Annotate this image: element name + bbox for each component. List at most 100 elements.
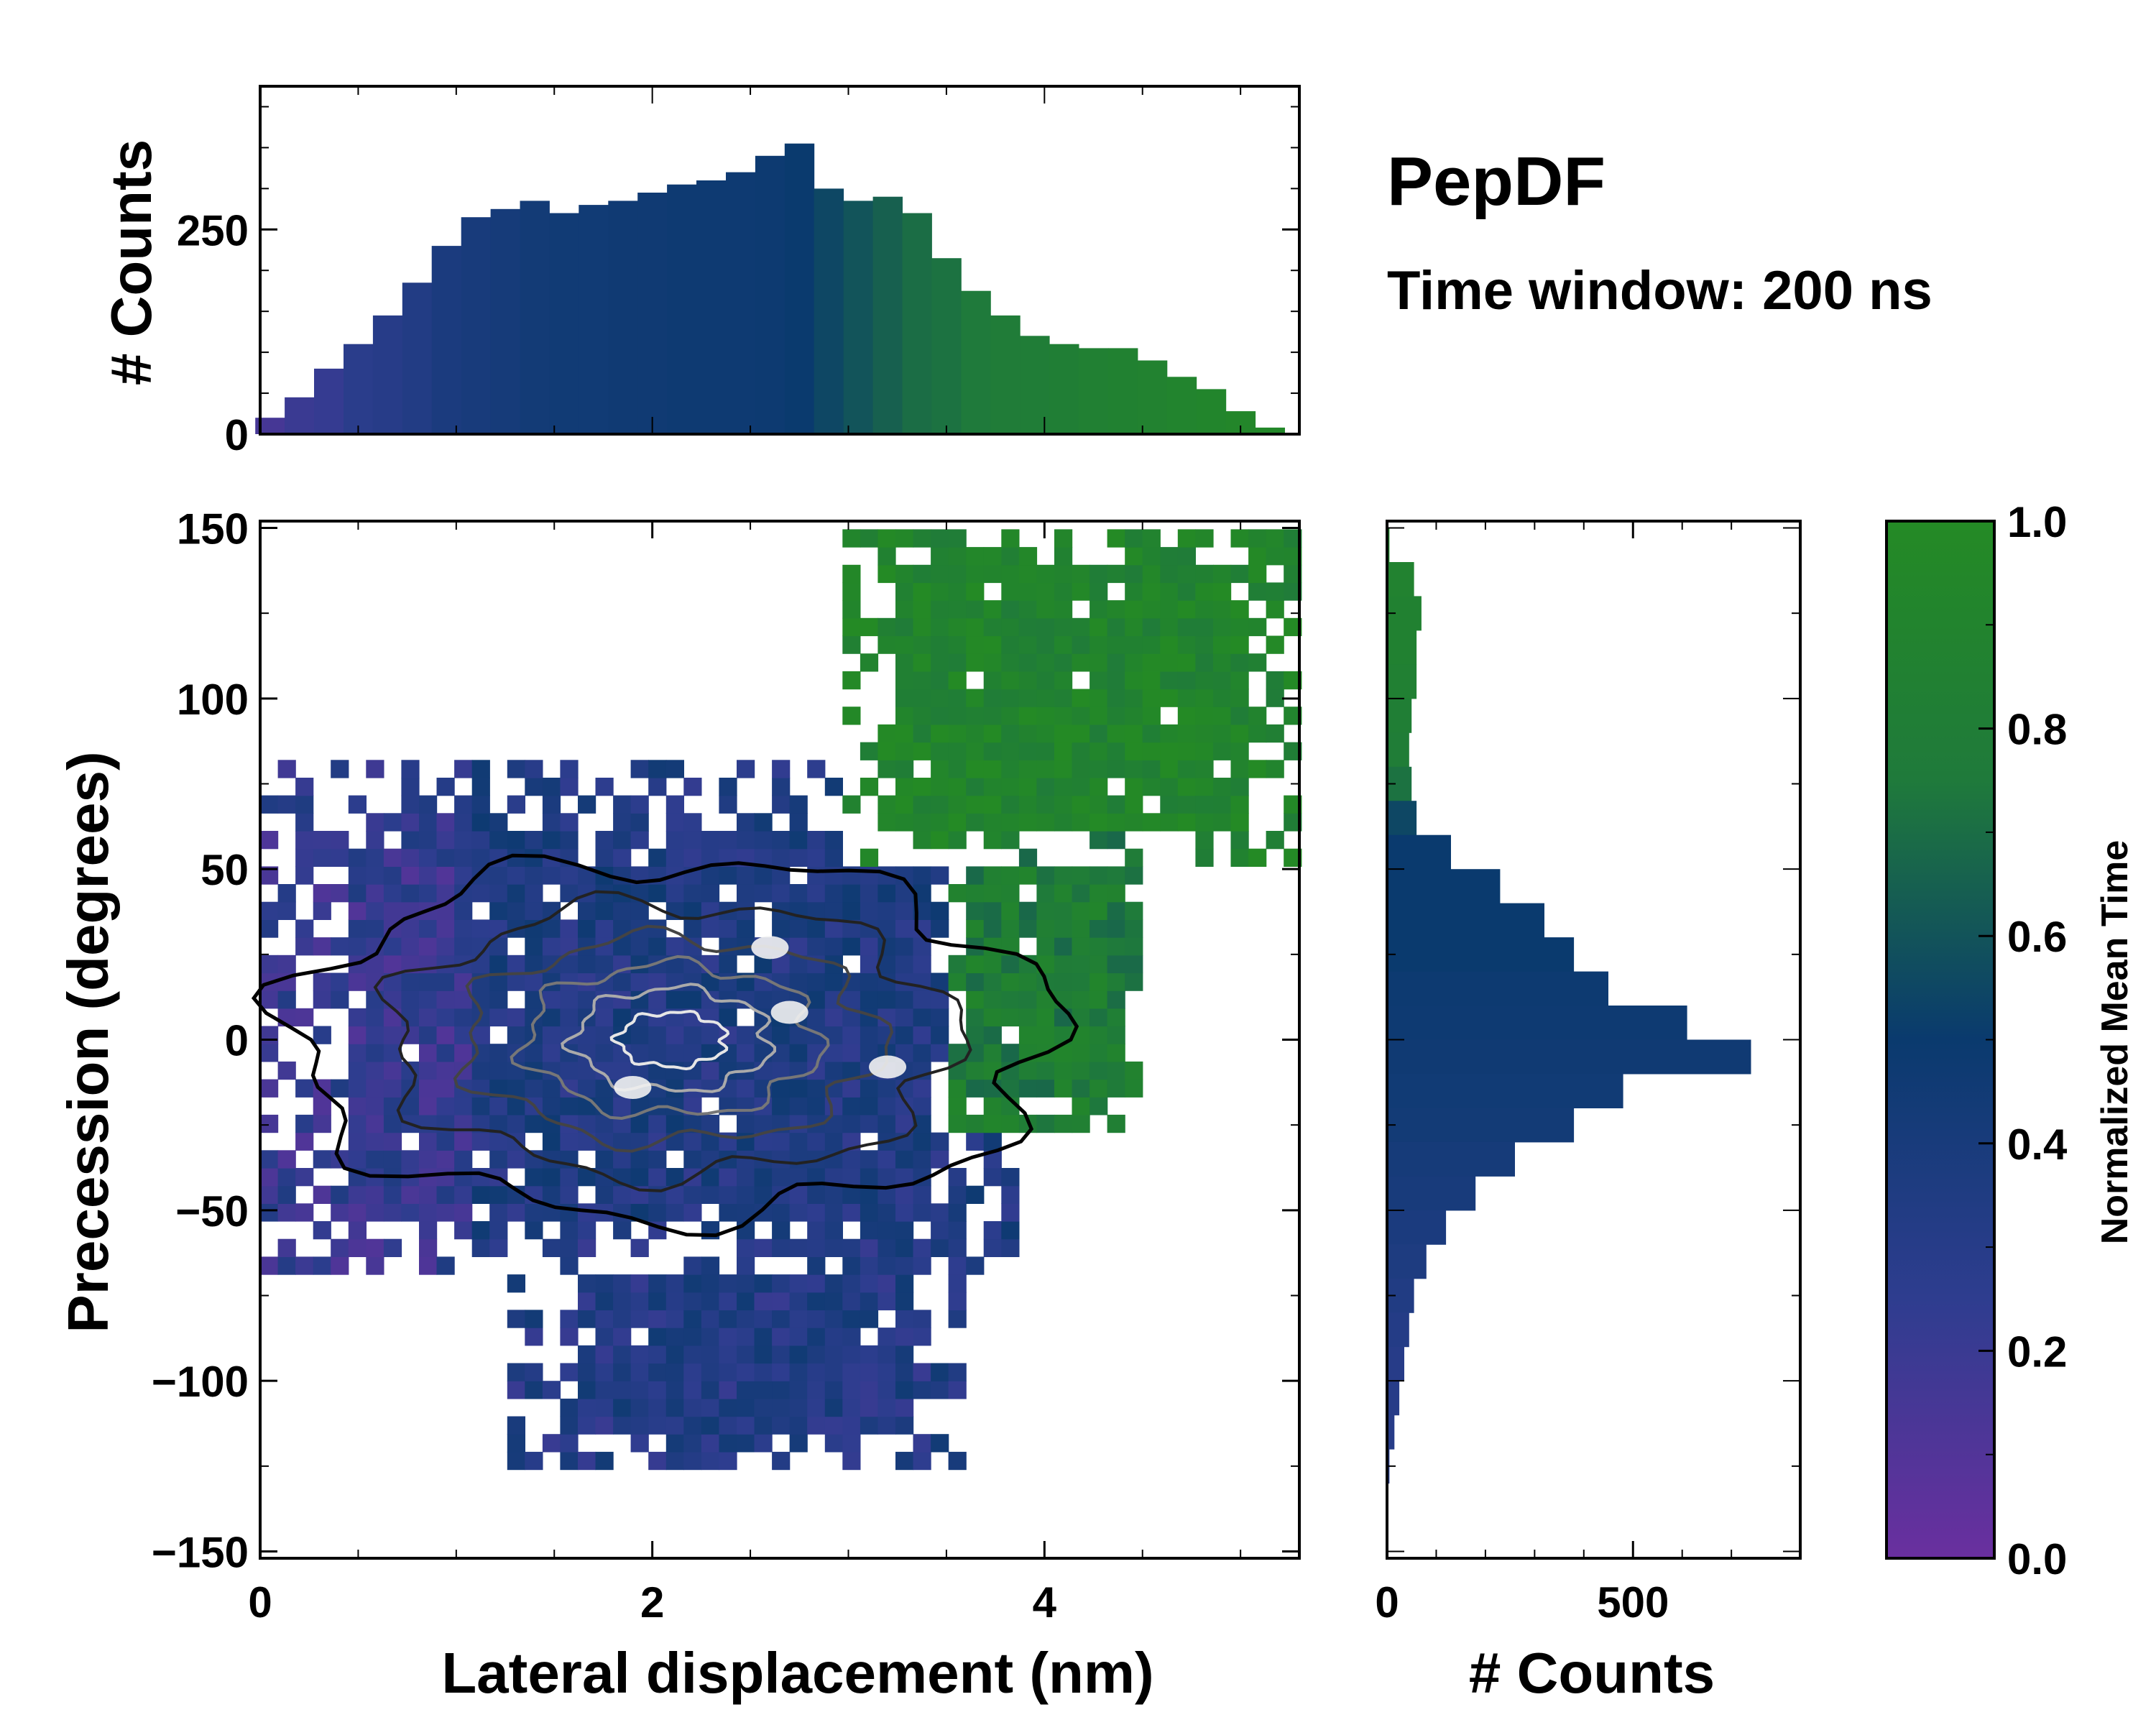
heatmap-cell xyxy=(966,919,985,938)
heatmap-cell xyxy=(436,937,455,956)
heatmap-cell xyxy=(1054,972,1073,991)
heatmap-cell xyxy=(1072,1061,1090,1080)
heatmap-cell xyxy=(595,1345,614,1364)
heatmap-cell xyxy=(1142,742,1161,760)
heatmap-cell xyxy=(260,954,279,974)
heatmap-cell xyxy=(842,1310,861,1328)
heatmap-cell xyxy=(807,1310,826,1328)
heatmap-cell xyxy=(348,1132,367,1151)
heatmap-cell xyxy=(665,990,684,1009)
heatmap-cell xyxy=(665,1398,684,1417)
top-histogram-bar xyxy=(726,172,756,434)
heatmap-cell xyxy=(295,1168,314,1187)
heatmap-cell xyxy=(789,1434,808,1453)
heatmap-cell xyxy=(1089,831,1108,850)
heatmap-cell xyxy=(1213,564,1232,584)
heatmap-cell xyxy=(913,671,931,690)
heatmap-cell xyxy=(1160,778,1179,796)
heatmap-cell xyxy=(542,1008,561,1027)
heatmap-cell xyxy=(842,671,861,690)
heatmap-cell xyxy=(489,1008,508,1027)
heatmap-cell xyxy=(948,778,967,796)
heatmap-cell xyxy=(613,848,632,867)
heatmap-cell xyxy=(931,901,949,920)
heatmap-cell xyxy=(1125,564,1143,584)
heatmap-cell xyxy=(789,1328,808,1346)
heatmap-cell xyxy=(1072,937,1090,956)
colorbar-tick-label: 0.6 xyxy=(2007,913,2067,961)
heatmap-cell xyxy=(1195,724,1214,743)
top-histogram-bar xyxy=(843,201,874,434)
heatmap-cell xyxy=(895,813,914,832)
heatmap-cell xyxy=(595,1185,614,1204)
heatmap-cell xyxy=(789,937,808,956)
heatmap-cell xyxy=(860,1292,879,1311)
heatmap-cell xyxy=(842,1150,861,1169)
heatmap-cell xyxy=(895,990,914,1009)
heatmap-cell xyxy=(1018,707,1038,725)
heatmap-cell xyxy=(630,831,649,850)
heatmap-cell xyxy=(1054,1079,1073,1098)
heatmap-cell xyxy=(842,1381,861,1399)
heatmap-cell xyxy=(1018,901,1038,920)
heatmap-cell xyxy=(1248,653,1267,672)
heatmap-cell xyxy=(595,1008,614,1027)
heatmap-cell xyxy=(260,1044,279,1062)
heatmap-cell xyxy=(648,1398,667,1417)
heatmap-cell xyxy=(824,1434,843,1453)
right-histogram-bar xyxy=(1387,1414,1395,1450)
heatmap-cell xyxy=(1177,707,1196,725)
heatmap-cell xyxy=(842,884,861,903)
heatmap-cell xyxy=(842,1114,861,1133)
heatmap-cell xyxy=(1195,795,1214,814)
heatmap-cell xyxy=(772,1345,791,1364)
heatmap-cell xyxy=(931,1008,949,1027)
heatmap-cell xyxy=(560,1328,579,1346)
heatmap-cell xyxy=(1089,937,1108,956)
heatmap-cell xyxy=(525,1381,543,1399)
heatmap-cell xyxy=(578,919,596,938)
heatmap-cell xyxy=(807,760,826,778)
heatmap-cell xyxy=(966,617,985,637)
heatmap-cell xyxy=(1195,635,1214,654)
top-histogram-bar xyxy=(1020,336,1050,434)
heatmap-cell xyxy=(931,795,949,814)
heatmap-cell xyxy=(313,1256,331,1275)
heatmap-cell xyxy=(737,1292,755,1311)
heatmap-cell xyxy=(419,1061,438,1080)
heatmap-cell xyxy=(560,1132,579,1151)
top-histogram-bar xyxy=(402,282,433,434)
heatmap-cell xyxy=(983,671,1002,690)
heatmap-cell xyxy=(1018,617,1038,637)
heatmap-cell xyxy=(1054,884,1073,903)
heatmap-cell xyxy=(560,831,579,850)
heatmap-cell xyxy=(260,901,279,920)
heatmap-cell xyxy=(1054,1114,1073,1133)
heatmap-cell xyxy=(754,831,773,850)
heatmap-cell xyxy=(595,1150,614,1169)
heatmap-cell xyxy=(348,1026,367,1044)
heatmap-cell xyxy=(1125,689,1143,707)
heatmap-cell xyxy=(1054,653,1073,672)
heatmap-cell xyxy=(454,937,473,956)
heatmap-cell xyxy=(401,1026,420,1044)
heatmap-cell xyxy=(1001,972,1020,991)
heatmap-cell xyxy=(295,937,314,956)
heatmap-cell xyxy=(1001,1044,1020,1062)
heatmap-cell xyxy=(931,671,949,690)
heatmap-cell xyxy=(1001,724,1020,743)
heatmap-cell xyxy=(1160,564,1179,584)
heatmap-cell xyxy=(613,1398,632,1417)
heatmap-cell xyxy=(1125,600,1143,619)
heatmap-cell xyxy=(842,1292,861,1311)
heatmap-cell xyxy=(701,831,720,850)
heatmap-cell xyxy=(471,1026,490,1044)
heatmap-cell xyxy=(419,831,438,850)
heatmap-cell xyxy=(983,972,1002,991)
heatmap-cell xyxy=(507,1008,525,1027)
heatmap-cell xyxy=(737,760,755,778)
heatmap-cell xyxy=(931,582,949,601)
heatmap-cell xyxy=(913,831,931,850)
heatmap-cell xyxy=(560,1185,579,1204)
heatmap-cell xyxy=(366,1132,384,1151)
